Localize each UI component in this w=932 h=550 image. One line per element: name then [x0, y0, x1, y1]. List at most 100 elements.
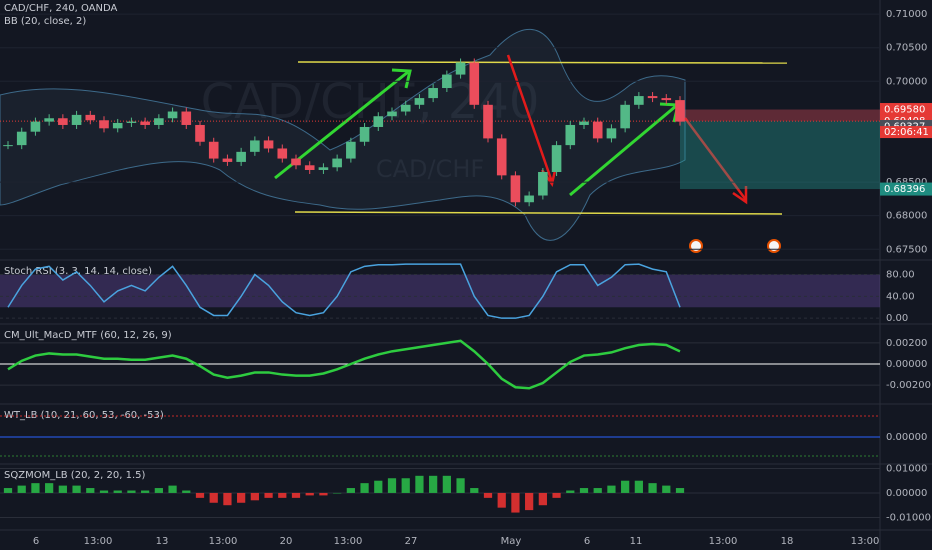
- x-tick-label: May: [501, 536, 522, 547]
- candle: [30, 121, 41, 132]
- histogram-bar: [3, 488, 13, 493]
- histogram-bar: [237, 492, 246, 503]
- candle: [208, 141, 219, 159]
- histogram-bar: [593, 488, 602, 493]
- candle: [414, 98, 425, 105]
- candle: [551, 145, 562, 172]
- candle: [58, 118, 68, 125]
- candle: [99, 120, 109, 129]
- x-tick-label: 13:00: [851, 536, 880, 547]
- y-tick-label: 40.00: [886, 291, 915, 302]
- candle: [167, 111, 178, 119]
- x-tick-label: 13:00: [209, 536, 238, 547]
- candle: [318, 167, 329, 170]
- histogram-bar: [538, 492, 547, 506]
- indicator-label: WT_LB (10, 21, 60, 53, -60, -53): [4, 410, 164, 421]
- countdown-tag: [880, 126, 932, 139]
- countdown-label: 02:06:41: [884, 127, 929, 138]
- histogram-bar: [621, 480, 630, 493]
- indicator-line: [7, 339, 681, 390]
- histogram-bar: [566, 490, 575, 493]
- candle: [126, 121, 137, 123]
- histogram-bar: [634, 480, 643, 493]
- histogram-bar: [195, 492, 205, 498]
- histogram-bar: [45, 483, 54, 493]
- candle: [387, 111, 397, 117]
- overlay-label: BB (20, close, 2): [4, 16, 86, 27]
- candle: [428, 88, 438, 99]
- candle: [496, 138, 507, 176]
- candle: [304, 165, 315, 170]
- target-zone: [680, 121, 880, 190]
- y-tick-label: 0.00200: [886, 338, 927, 349]
- histogram-bar: [58, 485, 67, 493]
- histogram-bar: [675, 488, 685, 493]
- histogram-bar: [607, 485, 616, 493]
- candle: [620, 104, 630, 129]
- x-tick-label: 27: [405, 536, 418, 547]
- histogram-bar: [552, 492, 561, 498]
- histogram-bar: [319, 492, 328, 496]
- histogram-bar: [401, 478, 410, 493]
- candle: [112, 122, 123, 129]
- y-tick-label: 0.67500: [886, 244, 927, 255]
- histogram-bar: [387, 478, 397, 493]
- candle: [71, 114, 82, 125]
- price-tag: [880, 182, 932, 196]
- histogram-bar: [99, 490, 109, 493]
- candle: [400, 104, 411, 112]
- histogram-bar: [154, 488, 163, 493]
- x-tick-label: 18: [781, 536, 794, 547]
- indicator-label: Stoch RSI (3, 3, 14, 14, close): [4, 266, 152, 277]
- histogram-bar: [360, 483, 369, 493]
- candle: [140, 121, 150, 125]
- candle: [661, 98, 672, 101]
- x-tick-label: 6: [584, 536, 590, 547]
- candle: [606, 128, 617, 139]
- y-tick-label: 0.00000: [886, 432, 927, 443]
- histogram-bar: [429, 475, 438, 493]
- histogram-bar: [648, 483, 657, 493]
- y-tick-label: -0.00200: [886, 380, 931, 391]
- histogram-bar: [141, 490, 150, 493]
- candle: [236, 151, 246, 162]
- histogram-bar: [415, 475, 424, 493]
- histogram-bar: [511, 492, 520, 513]
- x-tick-label: 13:00: [334, 536, 363, 547]
- stoch-band: [0, 274, 880, 308]
- channel-top: [297, 61, 788, 64]
- histogram-bar: [456, 478, 465, 493]
- y-tick-label: 0.00000: [886, 488, 927, 499]
- candle: [579, 121, 589, 125]
- candle: [44, 118, 54, 122]
- histogram-bar: [579, 488, 589, 493]
- candle: [455, 62, 466, 75]
- candle: [181, 111, 192, 125]
- candle: [195, 124, 205, 142]
- histogram-bar: [525, 492, 534, 511]
- candle: [373, 116, 384, 127]
- y-tick-label: 0.68000: [886, 211, 927, 222]
- histogram-bar: [497, 492, 506, 508]
- candle: [510, 175, 521, 203]
- histogram-bar: [470, 488, 479, 493]
- candle: [222, 158, 233, 162]
- histogram-bar: [662, 485, 671, 493]
- y-tick-label: 0.01000: [886, 463, 927, 474]
- y-tick-label: 0.70000: [886, 76, 927, 87]
- candle: [442, 74, 452, 89]
- candle: [634, 96, 644, 105]
- candle: [647, 96, 658, 99]
- y-tick-label: 0.00: [886, 313, 908, 324]
- y-tick-label: 0.00000: [886, 359, 927, 370]
- histogram-bar: [113, 490, 122, 493]
- candle: [291, 158, 301, 166]
- candle: [675, 100, 685, 122]
- x-tick-label: 20: [280, 536, 293, 547]
- y-tick-label: 0.70500: [886, 43, 927, 54]
- y-tick-label: -0.01000: [886, 512, 931, 523]
- candle: [346, 141, 356, 159]
- indicator-label: SQZMOM_LB (20, 2, 20, 1.5): [4, 470, 145, 481]
- candle: [565, 124, 576, 146]
- price-tag: [880, 103, 932, 117]
